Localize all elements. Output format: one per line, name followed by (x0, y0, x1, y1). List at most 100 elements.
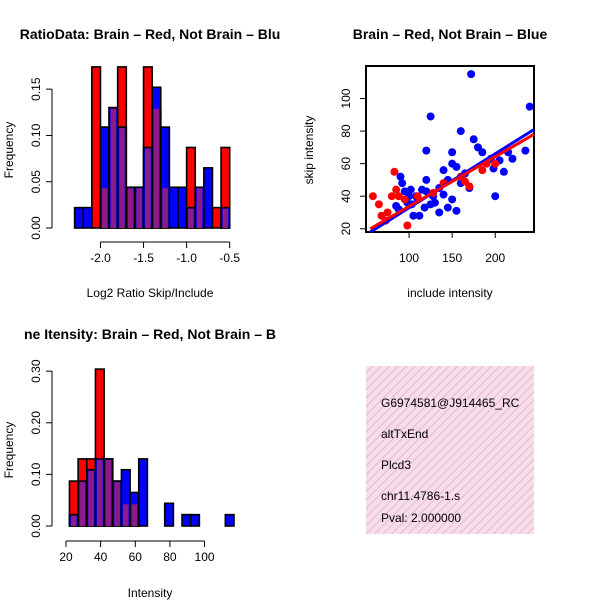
scatter-point-not-brain (422, 175, 431, 184)
info-panel: G6974581@J914465_RC altTxEnd Plcd3 chr11… (366, 366, 534, 534)
ratio-histogram-bar-overlap (153, 108, 160, 228)
ratio-histogram-x-tick-label: -0.5 (219, 251, 240, 265)
scatter-point-not-brain (448, 195, 457, 204)
scatter-point-brain (394, 192, 403, 201)
scatter-point-not-brain (525, 102, 534, 111)
ratio-histogram-bar-overlap (188, 208, 194, 228)
intensity-histogram-bar-overlap (96, 459, 103, 526)
ratio-histogram-bars (73, 66, 231, 229)
scatter-point-not-brain (452, 206, 461, 215)
ratio-histogram-title: RatioData: Brain – Red, Not Brain – Blu (20, 26, 281, 42)
ratio-histogram-bar-overlap (101, 188, 108, 228)
scatter-axes: 100 150 200 20 40 60 80 100 (339, 88, 506, 265)
scatter-point-not-brain (435, 208, 444, 217)
ratio-histogram-bar-not-brain (168, 186, 179, 229)
scatter-point-not-brain (392, 201, 401, 210)
intensity-histogram-xlabel: Intensity (128, 586, 173, 600)
scatter-x-tick-label: 150 (442, 251, 462, 265)
scatter-point-not-brain (400, 187, 409, 196)
ratio-histogram-bar-not-brain (177, 186, 188, 229)
ratio-histogram-bar-overlap (110, 108, 117, 228)
scatter-point-brain (403, 221, 412, 230)
ratio-histogram-bar-overlap (127, 188, 134, 228)
info-line-event-type: altTxEnd (381, 427, 428, 441)
intensity-histogram-bar-not-brain (224, 513, 235, 527)
scatter-y-tick-label: 20 (339, 222, 353, 236)
intensity-histogram-x-tick-label: 100 (195, 550, 215, 564)
scatter-point-not-brain (521, 146, 530, 155)
info-line-pval: Pval: 2.000000 (381, 511, 461, 525)
intensity-histogram-bar-not-brain (163, 502, 175, 527)
ratio-histogram-xlabel: Log2 Ratio Skip/Include (87, 286, 214, 300)
scatter-y-tick-label: 80 (339, 124, 353, 138)
scatter-point-brain (387, 192, 396, 201)
intensity-histogram-y-tick-label: 0.30 (29, 359, 43, 383)
scatter-y-tick-label: 60 (339, 157, 353, 171)
scatter-point-not-brain (406, 185, 415, 194)
ratio-histogram-bar-not-brain (73, 206, 85, 229)
scatter-point-not-brain (422, 146, 431, 155)
scatter-point-brain (383, 208, 392, 217)
intensity-histogram-bar-not-brain (137, 458, 149, 527)
scatter-ylabel: skip intensity (302, 116, 316, 185)
info-line-location: chr11.4786-1.s (381, 489, 460, 503)
info-panel-background (366, 366, 534, 534)
scatter-points (368, 70, 535, 234)
scatter-panel: Brain – Red, Not Brain – Blue include in… (302, 26, 547, 300)
intensity-histogram-bar-overlap (105, 459, 112, 526)
scatter-x-tick-label: 100 (399, 251, 419, 265)
intensity-histogram-title: ne Itensity: Brain – Red, Not Brain – B (24, 326, 276, 342)
ratio-histogram-bar-overlap (145, 148, 151, 228)
scatter-point-brain (368, 192, 377, 201)
scatter-point-brain (374, 200, 383, 209)
intensity-histogram-bar-overlap (79, 482, 86, 526)
scatter-point-brain (491, 159, 500, 168)
intensity-histogram-x-tick-label: 20 (59, 550, 73, 564)
intensity-histogram-bar-overlap (114, 482, 120, 526)
scatter-point-not-brain (409, 211, 418, 220)
scatter-point-not-brain (443, 203, 452, 212)
intensity-histogram-bar-overlap (70, 515, 77, 526)
intensity-histogram-x-tick-label: 40 (94, 550, 108, 564)
ratio-histogram-bar-overlap (222, 208, 229, 228)
scatter-point-not-brain (491, 192, 500, 201)
scatter-point-not-brain (439, 166, 448, 175)
scatter-point-not-brain (439, 190, 448, 199)
intensity-histogram-x-tick-label: 60 (129, 550, 143, 564)
ratio-histogram-ylabel: Frequency (2, 122, 16, 179)
ratio-histogram-x-tick-label: -1.0 (176, 251, 197, 265)
ratio-histogram-bar-overlap (136, 188, 143, 228)
intensity-histogram-bar-not-brain (189, 513, 201, 527)
ratio-histogram-bar-not-brain (203, 167, 214, 229)
scatter-point-not-brain (508, 154, 517, 163)
ratio-histogram-bar-overlap (196, 188, 203, 228)
scatter-point-brain (465, 182, 474, 191)
intensity-histogram-bar-overlap (122, 504, 129, 526)
ratio-histogram-bar-brain (211, 206, 222, 229)
scatter-point-not-brain (422, 187, 431, 196)
scatter-point-not-brain (420, 203, 429, 212)
intensity-histogram-bar-not-brain (181, 513, 192, 527)
scatter-y-tick-label: 40 (339, 189, 353, 203)
scatter-point-not-brain (474, 143, 482, 152)
intensity-histogram-bar-overlap (88, 470, 94, 526)
ratio-histogram-bar-brain (91, 66, 102, 229)
intensity-histogram-panel: ne Itensity: Brain – Red, Not Brain – B … (2, 326, 276, 600)
scatter-title: Brain – Red, Not Brain – Blue (353, 26, 548, 42)
info-line-probe-id: G6974581@J914465_RC (381, 396, 520, 410)
info-line-gene: Plcd3 (381, 458, 411, 472)
intensity-histogram-y-tick-label: 0.10 (29, 462, 43, 486)
scatter-point-not-brain (448, 148, 457, 157)
scatter-point-brain (392, 185, 401, 194)
ratio-histogram-y-tick-label: 0.05 (29, 170, 43, 194)
scatter-point-not-brain (426, 200, 435, 209)
ratio-histogram-panel: RatioData: Brain – Red, Not Brain – Blu … (2, 26, 280, 300)
ratio-histogram-x-tick-label: -1.5 (133, 251, 154, 265)
scatter-point-not-brain (396, 172, 405, 181)
ratio-histogram-y-tick-label: 0.00 (29, 216, 43, 240)
scatter-y-tick-label: 100 (339, 88, 353, 108)
scatter-plot-box (365, 65, 535, 233)
scatter-xlabel: include intensity (407, 286, 492, 300)
scatter-point-not-brain (469, 135, 478, 144)
